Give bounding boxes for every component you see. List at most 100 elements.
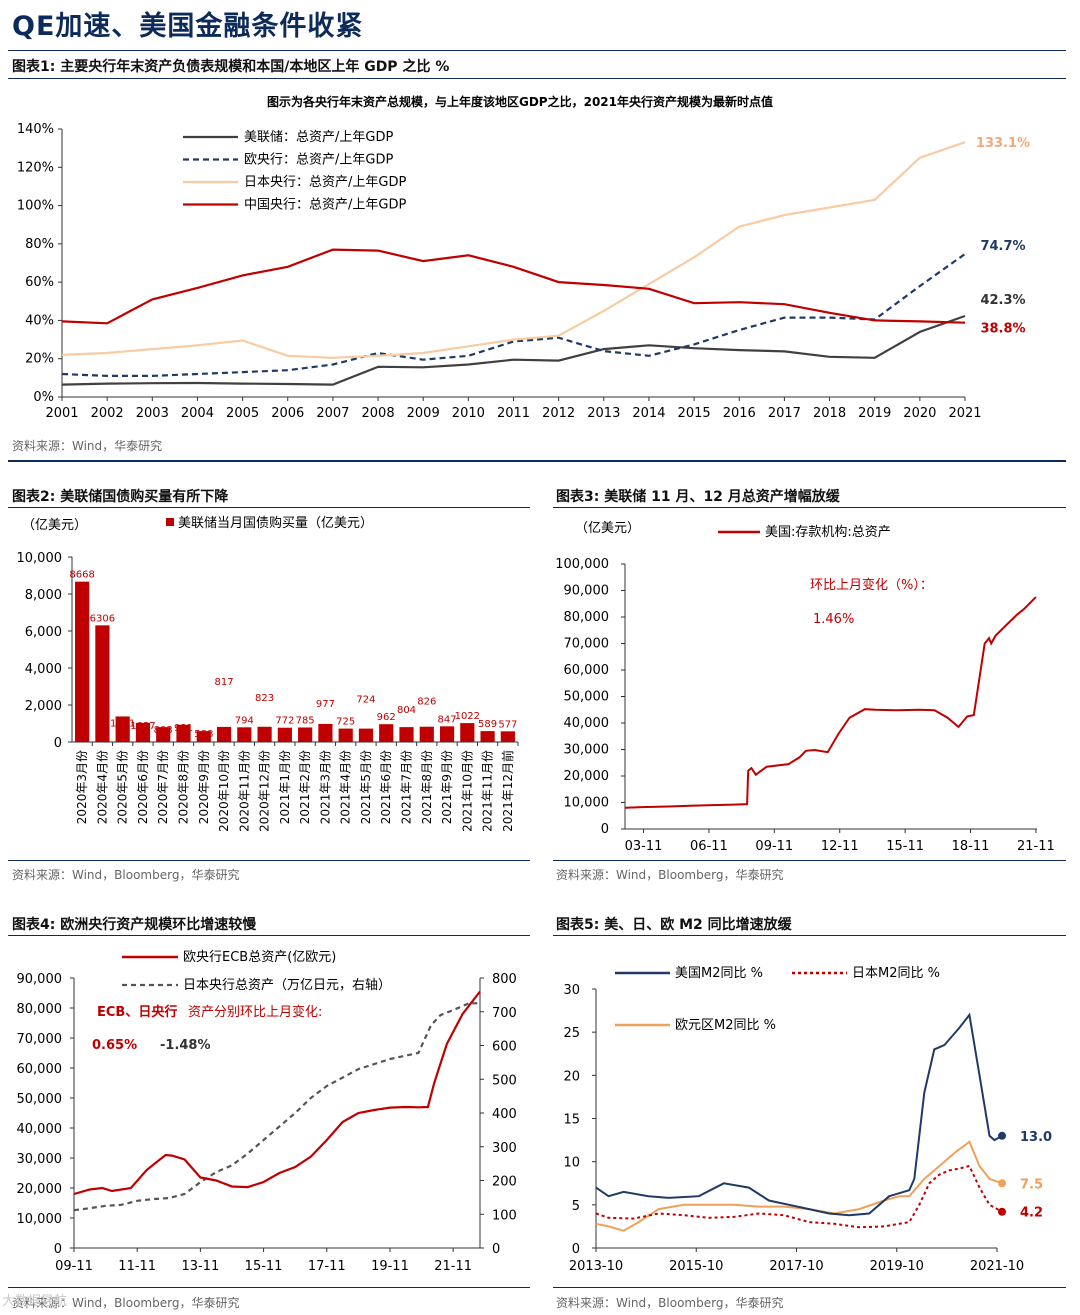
fig2-data-label: 724 — [356, 695, 375, 706]
fig1-x-tick-label: 2006 — [271, 406, 304, 421]
fig1-legend-label: 日本央行：总资产/上年GDP — [244, 175, 406, 190]
fig1-y-tick-label: 60% — [25, 275, 54, 290]
fig1-x-tick-label: 2019 — [858, 406, 891, 421]
fig3-y-tick-label: 20,000 — [564, 769, 610, 784]
fig2-bottom-rule — [8, 860, 530, 861]
fig1-x-tick-label: 2013 — [587, 406, 620, 421]
fig1-chart: 图示为各央行年末资产总规模，与上年度该地区GDP之比，2021年央行资产规模为最… — [17, 94, 1030, 421]
fig1-x-tick-label: 2012 — [542, 406, 575, 421]
fig1-x-tick-label: 2004 — [181, 406, 214, 421]
fig2-data-label: 8668 — [69, 570, 94, 581]
fig1-end-label: 42.3% — [980, 293, 1025, 308]
fig2-bar — [500, 731, 515, 742]
fig2-x-tick-label: 2021年9月份 — [440, 750, 454, 824]
fig1-x-tick-label: 2001 — [45, 406, 78, 421]
fig2-x-tick-label: 2021年3月份 — [318, 750, 332, 824]
fig5-series-line — [595, 1140, 1003, 1232]
fig2-x-tick-label: 2021年1月份 — [278, 750, 292, 824]
fig3-y-tick-label: 30,000 — [564, 743, 610, 758]
fig5-end-label: 7.5 — [1020, 1177, 1043, 1192]
fig1-x-tick-label: 2021 — [948, 406, 981, 421]
fig2-x-tick-label: 2021年10月份 — [460, 750, 474, 832]
fig1-top-rule — [8, 50, 1066, 51]
fig1-x-tick-label: 2005 — [226, 406, 259, 421]
fig2-x-tick-label: 2020年5月份 — [116, 750, 130, 824]
fig1-title-rule — [8, 78, 1066, 79]
fig1-x-tick-label: 2014 — [632, 406, 665, 421]
fig2-bar — [277, 727, 292, 742]
fig2-data-label: 823 — [255, 693, 274, 704]
fig4-x-tick-label: 09-11 — [55, 1259, 93, 1274]
fig2-y-tick-label: 8,000 — [25, 588, 62, 603]
fig3-y-tick-label: 100,000 — [555, 557, 609, 572]
fig4-y-tick-label-right: 500 — [492, 1073, 517, 1088]
fig4-bottom-rule — [8, 1287, 530, 1288]
fig2-bar — [156, 727, 171, 742]
fig2-bar — [399, 727, 414, 742]
fig2-source: 资料来源：Wind，Bloomberg，华泰研究 — [12, 868, 240, 882]
fig2-bar — [115, 716, 130, 742]
fig2-y-tick-label: 10,000 — [17, 551, 63, 566]
fig3-y-tick-label: 70,000 — [564, 637, 610, 652]
fig1-end-label: 74.7% — [980, 239, 1025, 254]
fig4-y-tick-label-left: 70,000 — [17, 1032, 63, 1047]
fig1-bottom-rule — [8, 460, 1066, 462]
fig2-x-tick-label: 2020年12月份 — [258, 750, 272, 832]
fig2-bar — [216, 726, 232, 742]
fig5-x-tick-label: 2015-10 — [669, 1259, 723, 1274]
fig4-y-tick-label-right: 600 — [492, 1040, 517, 1055]
fig4-y-tick-label-right: 400 — [492, 1107, 517, 1122]
fig5-y-tick-label: 10 — [563, 1156, 580, 1171]
fig3-title-rule — [553, 507, 1066, 508]
fig2-data-label: 794 — [235, 715, 254, 726]
fig4-title: 图表4: 欧洲央行资产规模环比增速较慢 — [12, 917, 257, 933]
fig2-x-tick-label: 2021年5月份 — [359, 750, 373, 824]
fig5-x-tick-label: 2013-10 — [569, 1259, 623, 1274]
fig1-series-line — [61, 314, 966, 386]
fig2-x-tick-label: 2020年8月份 — [177, 750, 191, 824]
fig2-bar — [135, 722, 151, 742]
fig3-y-tick-label: 80,000 — [564, 610, 610, 625]
fig5-legend-label: 美国M2同比 % — [675, 966, 763, 981]
fig4-y-tick-label-right: 700 — [492, 1006, 517, 1021]
fig2-x-tick-label: 2021年11月份 — [481, 750, 495, 832]
fig2-data-label: 803 — [154, 725, 173, 736]
fig1-title: 图表1: 主要央行年末资产负债表规模和本国/本地区上年 GDP 之比 % — [12, 59, 450, 75]
fig3-y-tick-label: 60,000 — [564, 663, 610, 678]
fig1-y-tick-label: 0% — [33, 390, 54, 405]
fig1-legend-label: 欧央行：总资产/上年GDP — [244, 153, 393, 168]
fig3-x-tick-label: 12-11 — [821, 839, 859, 854]
fig5-y-tick-label: 15 — [563, 1113, 580, 1128]
fig5-title-rule — [553, 935, 1066, 936]
fig4-y-tick-label-right: 0 — [492, 1242, 500, 1257]
page-title: QE加速、美国金融条件收紧 — [12, 11, 364, 42]
fig2-data-label: 847 — [437, 714, 456, 725]
fig2-x-tick-label: 2020年9月份 — [197, 750, 211, 824]
fig5-y-tick-label: 20 — [563, 1069, 580, 1084]
fig1-source: 资料来源：Wind，华泰研究 — [12, 439, 163, 453]
fig1-series-line — [61, 253, 966, 377]
fig2-x-tick-label: 2021年4月份 — [339, 750, 353, 824]
fig1-x-tick-label: 2008 — [362, 406, 395, 421]
fig1-x-tick-label: 2009 — [407, 406, 440, 421]
fig2-legend-swatch — [166, 518, 174, 526]
fig2-x-tick-label: 2020年10月份 — [217, 750, 231, 832]
fig1-legend-label: 中国央行：总资产/上年GDP — [244, 198, 406, 213]
fig5-end-marker — [998, 1207, 1007, 1216]
fig4-x-tick-label: 17-11 — [308, 1259, 346, 1274]
fig3-x-tick-label: 15-11 — [886, 839, 924, 854]
fig4-y-tick-label-left: 10,000 — [17, 1212, 63, 1227]
fig1-x-tick-label: 2018 — [813, 406, 846, 421]
fig2-data-label: 588 — [194, 729, 213, 740]
fig5-y-tick-label: 0 — [572, 1242, 580, 1257]
fig4-y-tick-label-right: 100 — [492, 1208, 517, 1223]
fig3-series-line — [624, 596, 1037, 809]
fig2-x-tick-label: 2021年12月前 — [500, 750, 515, 832]
fig2-data-label: 1381 — [110, 718, 135, 729]
fig2-data-label: 725 — [336, 717, 355, 728]
fig3-y-tick-label: 90,000 — [564, 584, 610, 599]
fig2-data-label: 977 — [316, 699, 335, 710]
fig5-y-tick-label: 25 — [563, 1026, 580, 1041]
fig2-data-label: 1022 — [455, 711, 480, 722]
fig3-y-tick-label: 40,000 — [564, 716, 610, 731]
